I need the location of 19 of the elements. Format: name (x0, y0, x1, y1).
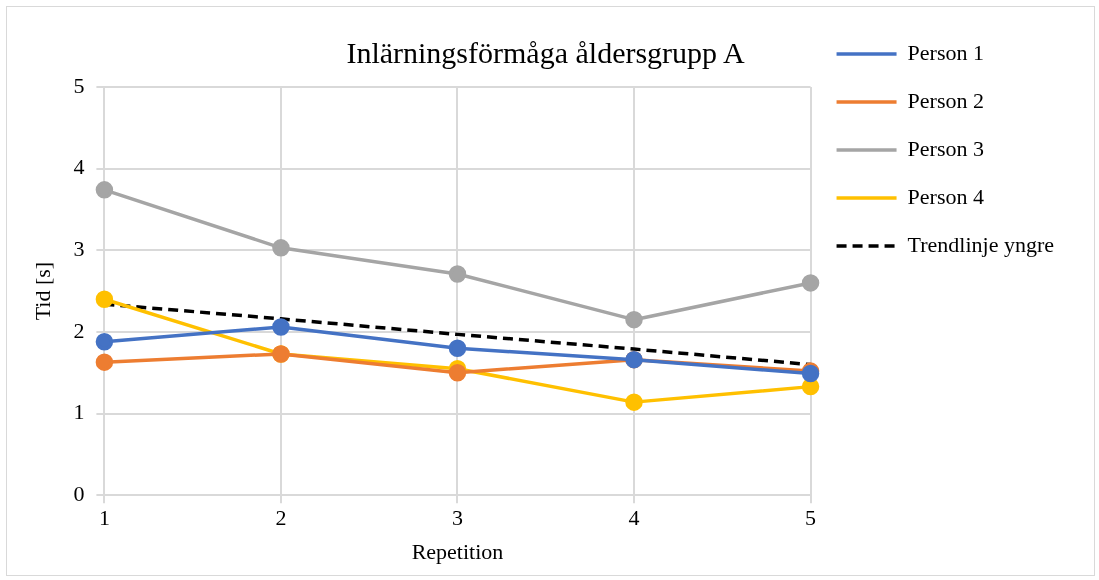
legend-label: Person 2 (907, 87, 984, 113)
legend-label: Person 3 (907, 135, 984, 161)
x-tick-label: 2 (275, 505, 287, 531)
x-tick-label: 1 (98, 505, 110, 531)
legend-label: Person 4 (907, 183, 984, 209)
x-tick-label: 5 (805, 505, 817, 531)
legend-label: Person 1 (907, 39, 984, 65)
x-axis-title: Repetition (411, 538, 504, 564)
y-tick-label: 3 (73, 236, 85, 262)
chart-title: Inlärningsförmåga åldersgrupp A (346, 35, 745, 69)
y-tick-label: 4 (73, 154, 85, 180)
y-tick-label: 0 (73, 480, 85, 506)
x-tick-label: 3 (451, 505, 463, 531)
y-tick-label: 5 (73, 72, 85, 98)
y-axis-title: Tid [s] (29, 261, 55, 321)
x-tick-label: 4 (628, 505, 640, 531)
y-tick-label: 2 (73, 317, 85, 343)
legend-label: Trendlinje yngre (907, 231, 1054, 257)
y-tick-label: 1 (73, 399, 85, 425)
